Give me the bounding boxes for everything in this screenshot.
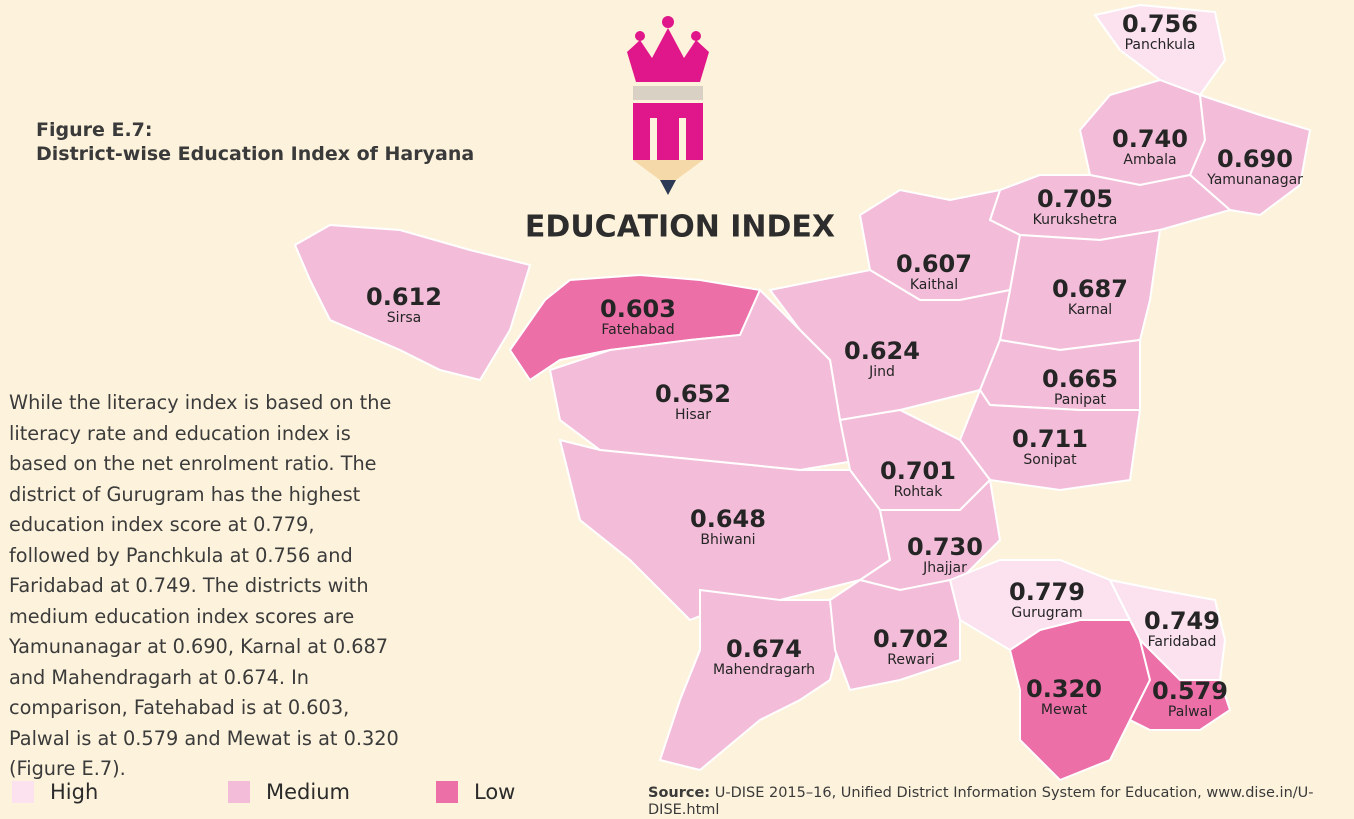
- district-name: Mahendragarh: [713, 662, 815, 678]
- district-shape: [1188, 93, 1312, 217]
- figure-title: District-wise Education Index of Haryana: [36, 143, 475, 165]
- district-value: 0.652: [655, 380, 731, 408]
- legend-label: Medium: [266, 780, 350, 804]
- district-value: 0.779: [1009, 578, 1085, 606]
- district-value: 0.702: [873, 625, 949, 653]
- district-value: 0.705: [1037, 185, 1113, 213]
- district-name: Palwal: [1168, 704, 1212, 720]
- district-shape: [828, 578, 961, 692]
- pencil-crown-icon: [627, 16, 709, 195]
- districts: [293, 3, 1312, 782]
- district-value: 0.701: [880, 457, 956, 485]
- district-value: 0.690: [1217, 145, 1293, 173]
- district-value: 0.648: [690, 505, 766, 533]
- district-name: Jhajjar: [922, 560, 967, 576]
- source-label: Source:: [648, 785, 711, 801]
- district-name: Hisar: [675, 407, 711, 423]
- district-value: 0.740: [1112, 125, 1188, 153]
- district-value: 0.603: [600, 295, 676, 323]
- district-name: Rewari: [887, 652, 934, 668]
- district-value: 0.320: [1026, 675, 1102, 703]
- heading: EDUCATION INDEX: [525, 210, 835, 245]
- district-value: 0.730: [907, 533, 983, 561]
- legend-label: Low: [474, 780, 516, 804]
- district-name: Panipat: [1054, 392, 1107, 408]
- district-value: 0.612: [366, 283, 442, 311]
- legend-swatch: [12, 781, 34, 803]
- district-name: Mewat: [1041, 702, 1088, 718]
- district-name: Sonipat: [1023, 452, 1077, 468]
- district-name: Jind: [868, 364, 895, 380]
- legend-label: High: [50, 780, 99, 804]
- district-shape: [293, 223, 532, 382]
- district-name: Bhiwani: [700, 532, 755, 548]
- district-name: Rohtak: [894, 484, 944, 500]
- figure-caption: Figure E.7: District-wise Education Inde…: [36, 118, 474, 166]
- district-shape: [1093, 3, 1227, 97]
- district-value: 0.624: [844, 337, 920, 365]
- district-name: Yamunanagar: [1206, 172, 1303, 188]
- source: Source: U-DISE 2015–16, Unified District…: [648, 785, 1348, 819]
- district-name: Faridabad: [1148, 634, 1217, 650]
- district-name: Ambala: [1123, 152, 1176, 168]
- district-value: 0.607: [896, 250, 972, 278]
- legend-item: Medium: [228, 780, 350, 804]
- district-value: 0.749: [1144, 607, 1220, 635]
- district-name: Sirsa: [387, 310, 421, 326]
- source-text: U-DISE 2015–16, Unified District Informa…: [648, 785, 1314, 818]
- district-value: 0.756: [1122, 10, 1198, 38]
- legend-item: High: [12, 780, 98, 804]
- district-value: 0.711: [1012, 425, 1088, 453]
- district-value: 0.579: [1152, 677, 1228, 705]
- district-value: 0.665: [1042, 365, 1118, 393]
- figure-label: Figure E.7:: [36, 119, 153, 141]
- district-name: Gurugram: [1011, 605, 1082, 621]
- district-value: 0.687: [1052, 275, 1128, 303]
- district-name: Fatehabad: [601, 322, 674, 338]
- legend-swatch: [436, 781, 458, 803]
- district-name: Kurukshetra: [1033, 212, 1118, 228]
- legend-item: Low: [436, 780, 515, 804]
- district-name: Panchkula: [1125, 37, 1196, 53]
- district-value: 0.674: [726, 635, 802, 663]
- paragraph: While the literacy index is based on the…: [9, 391, 399, 780]
- district-shape: [658, 588, 842, 772]
- district-shape: [1128, 636, 1232, 731]
- legend-swatch: [228, 781, 250, 803]
- district-name: Karnal: [1068, 302, 1112, 318]
- district-name: Kaithal: [910, 277, 958, 293]
